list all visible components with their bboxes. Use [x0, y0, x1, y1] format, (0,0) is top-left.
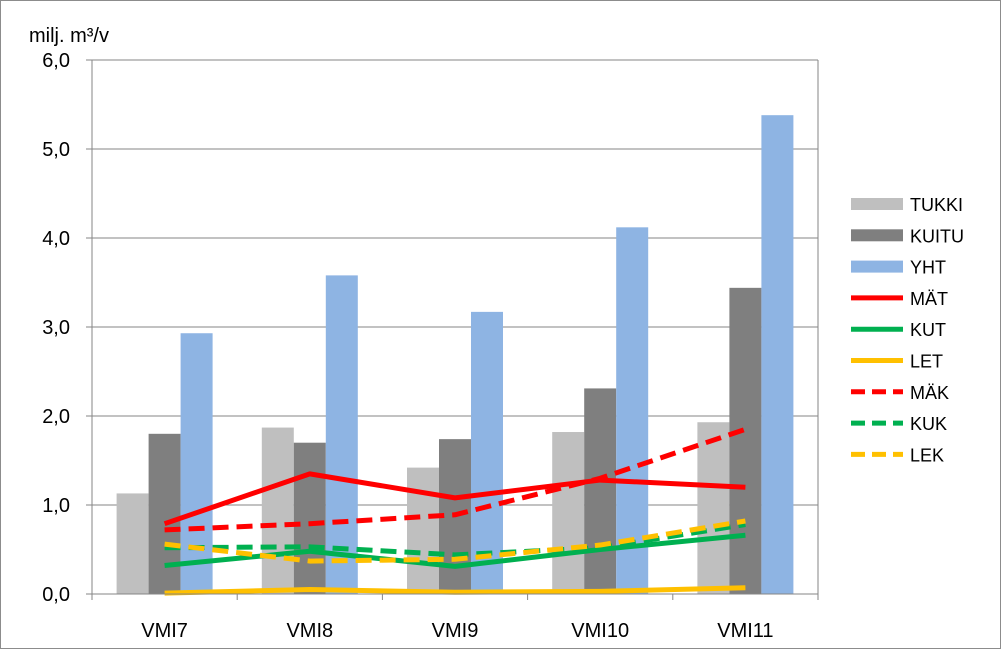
- x-tick-label: VMI7: [141, 620, 188, 642]
- legend-label-kuitu: KUITU: [910, 226, 964, 246]
- bar-tukki: [116, 493, 149, 594]
- legend-swatch-kuitu: [851, 229, 903, 242]
- axes: 0,0 1,0 2,0 3,0 4,0 5,0 6,0 milj. m³/v VMI7 VMI8 V…: [29, 25, 819, 642]
- y-axis-label: milj. m³/v: [29, 25, 109, 47]
- bar-yht: [325, 275, 358, 594]
- bar-tukki: [552, 432, 585, 594]
- x-tick-label: VMI9: [432, 620, 479, 642]
- y-tick-label: 1,0: [42, 495, 70, 517]
- y-tick-label: 2,0: [42, 406, 70, 428]
- line-lek: [164, 518, 746, 564]
- y-tick-label: 3,0: [42, 317, 70, 339]
- legend-label-tukki: TUKKI: [910, 195, 963, 215]
- legend-label-let: LET: [910, 352, 943, 372]
- bar-kuitu: [148, 433, 181, 594]
- line-let: [164, 585, 746, 596]
- y-tick-label: 4,0: [42, 228, 70, 250]
- x-tick-label: VMI10: [571, 620, 629, 642]
- legend-label-mak: MÄK: [910, 383, 949, 403]
- bar-tukki: [697, 422, 730, 594]
- bar-tukki: [261, 427, 294, 594]
- bar-kuitu: [293, 442, 326, 594]
- bars: [116, 115, 794, 595]
- legend: TUKKI KUITU YHT MÄT KUT LET MÄK KUK LEK: [851, 195, 964, 465]
- legend-label-kut: KUT: [910, 320, 946, 340]
- bar-yht: [616, 227, 649, 594]
- bar-yht: [471, 311, 503, 594]
- y-tick-label: 0,0: [42, 584, 70, 606]
- line-kuk: [164, 522, 746, 558]
- legend-label-kuk: KUK: [910, 414, 947, 434]
- legend-label-lek: LEK: [910, 445, 944, 465]
- y-tick-label: 5,0: [42, 139, 70, 161]
- y-tick-label: 6,0: [42, 50, 70, 72]
- legend-label-mat: MÄT: [910, 289, 948, 309]
- line-mat: [163, 471, 746, 527]
- legend-swatch-yht: [851, 260, 903, 273]
- legend-label-yht: YHT: [910, 258, 946, 278]
- x-tick-label: VMI8: [286, 620, 333, 642]
- bar-tukki: [407, 467, 439, 594]
- bar-kuitu: [729, 287, 762, 594]
- bar-yht: [180, 333, 213, 594]
- legend-swatch-tukki: [851, 198, 903, 210]
- bar-kuitu: [584, 388, 617, 594]
- lines: [163, 426, 747, 596]
- x-tick-label: VMI11: [717, 620, 773, 642]
- line-mak: [164, 426, 747, 533]
- bar-yht: [761, 115, 794, 595]
